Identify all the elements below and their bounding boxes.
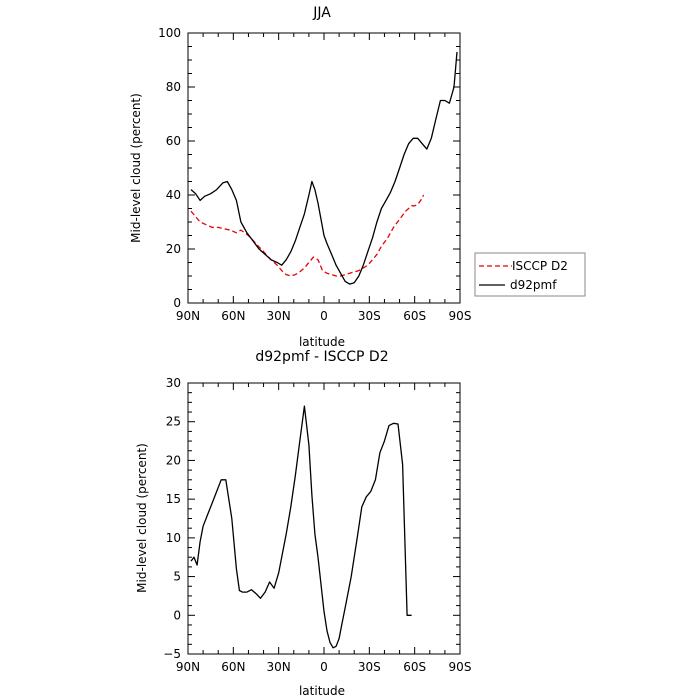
x-tick-label: 90N — [176, 660, 200, 674]
axis-ticks: 90N 60N 30N 0 30S 60S 90S 0 20 40 60 80 100 — [158, 26, 471, 323]
x-tick-label: 30N — [267, 309, 291, 323]
panel-top: JJA 90N 60N 30N 0 30S 60S 90S 0 20 40 60 80 100 lati… — [129, 5, 471, 349]
y-tick-label: 25 — [166, 415, 181, 429]
x-tick-label: 30S — [358, 660, 381, 674]
series-line-d92pmf — [190, 51, 458, 285]
chart-title: d92pmf - ISCCP D2 — [255, 349, 388, 365]
axis-ticks: 90N 60N 30N 0 30S 60S 90S −5 0 5 10 15 20 25 30 — [163, 376, 471, 674]
series-line-isccp-d2 — [190, 194, 425, 277]
panel-bottom: d92pmf - ISCCP D2 90N 60N 30N 0 30S 60S 90S −5 0… — [135, 349, 471, 698]
y-tick-label: 15 — [166, 492, 181, 506]
legend-label-isccp: ISCCP D2 — [512, 259, 568, 273]
y-tick-label: 0 — [173, 296, 181, 310]
y-tick-label: 60 — [166, 134, 181, 148]
y-tick-label: 20 — [166, 242, 181, 256]
x-axis-label: latitude — [299, 335, 345, 349]
plot-frame — [187, 32, 461, 304]
series-line-0 — [190, 405, 412, 649]
x-tick-label: 60S — [403, 660, 426, 674]
x-tick-label: 90N — [176, 309, 200, 323]
x-tick-label: 30S — [358, 309, 381, 323]
y-tick-label: 0 — [173, 608, 181, 622]
x-tick-label: 0 — [320, 660, 328, 674]
x-tick-label: 60N — [221, 309, 245, 323]
x-axis-label: latitude — [299, 684, 345, 698]
x-tick-label: 60N — [221, 660, 245, 674]
x-tick-label: 90S — [449, 309, 472, 323]
x-tick-label: 90S — [449, 660, 472, 674]
legend-label-d92pmf: d92pmf — [510, 278, 557, 292]
y-tick-label: 10 — [166, 531, 181, 545]
y-tick-label: 40 — [166, 188, 181, 202]
y-tick-label: 30 — [166, 376, 181, 390]
legend-box — [474, 252, 586, 297]
chart-title: JJA — [312, 5, 331, 21]
y-tick-label: −5 — [163, 647, 181, 661]
legend: ISCCP D2 d92pmf — [474, 252, 586, 297]
y-tick-label: 80 — [166, 80, 181, 94]
y-axis-label: Mid-level cloud (percent) — [129, 93, 143, 243]
y-tick-label: 100 — [158, 26, 181, 40]
y-tick-label: 5 — [173, 570, 181, 584]
x-tick-label: 60S — [403, 309, 426, 323]
x-tick-label: 0 — [320, 309, 328, 323]
y-axis-label: Mid-level cloud (percent) — [135, 443, 149, 593]
y-tick-label: 20 — [166, 453, 181, 467]
series-group — [190, 51, 458, 285]
series-group — [190, 405, 412, 649]
x-tick-label: 30N — [267, 660, 291, 674]
